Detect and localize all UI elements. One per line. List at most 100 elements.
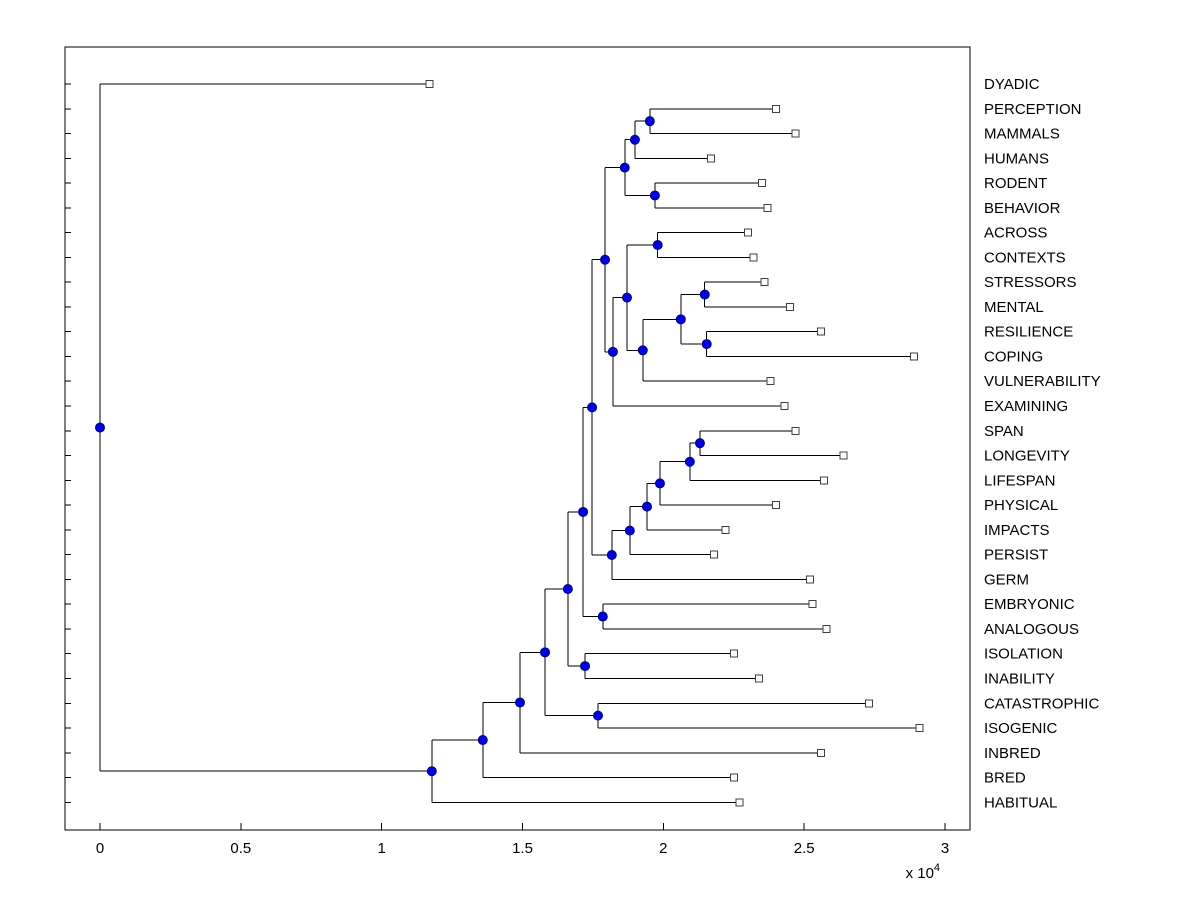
- leaf-tip-marker[interactable]: [721, 525, 730, 534]
- leaf-label[interactable]: CATASTROPHIC: [984, 695, 1099, 712]
- branch-node-dot[interactable]: [540, 647, 551, 658]
- branch-node-dot[interactable]: [701, 339, 712, 350]
- leaf-label[interactable]: HABITUAL: [984, 794, 1057, 811]
- leaf-tip-marker[interactable]: [808, 600, 817, 609]
- leaf-tip-marker[interactable]: [755, 674, 764, 683]
- x-axis-tick-label: 2.5: [794, 840, 815, 857]
- leaf-label[interactable]: BRED: [984, 770, 1026, 787]
- leaf-label[interactable]: PERSIST: [984, 547, 1048, 564]
- leaf-label[interactable]: STRESSORS: [984, 274, 1077, 291]
- leaf-label[interactable]: CONTEXTS: [984, 249, 1066, 266]
- branch-node-dot[interactable]: [597, 611, 608, 622]
- x-axis-tick-label: 1: [377, 840, 385, 857]
- leaf-label[interactable]: EMBRYONIC: [984, 596, 1075, 613]
- leaf-label[interactable]: GERM: [984, 571, 1029, 588]
- leaf-label[interactable]: BEHAVIOR: [984, 200, 1061, 217]
- leaf-label[interactable]: INABILITY: [984, 670, 1055, 687]
- leaf-label[interactable]: PERCEPTION: [984, 101, 1082, 118]
- leaf-tip-marker[interactable]: [743, 228, 752, 237]
- branch-node-dot[interactable]: [652, 240, 663, 251]
- x-axis-tick-label: 1.5: [512, 840, 533, 857]
- leaf-tip-marker[interactable]: [772, 501, 781, 510]
- leaf-tip-marker[interactable]: [817, 327, 826, 336]
- leaf-tip-marker[interactable]: [791, 129, 800, 138]
- branch-node-dot[interactable]: [514, 697, 525, 708]
- leaf-label[interactable]: ISOLATION: [984, 646, 1063, 663]
- leaf-label[interactable]: HUMANS: [984, 150, 1049, 167]
- leaf-tip-marker[interactable]: [819, 476, 828, 485]
- x-axis-tick-label: 2: [659, 840, 667, 857]
- leaf-tip-marker[interactable]: [425, 80, 434, 88]
- leaf-tip-marker[interactable]: [729, 649, 738, 658]
- axes-box: [64, 46, 971, 831]
- branch-node-dot[interactable]: [606, 550, 617, 561]
- leaf-label[interactable]: LIFESPAN: [984, 472, 1055, 489]
- leaf-label[interactable]: PHYSICAL: [984, 497, 1058, 514]
- branch-node-dot[interactable]: [600, 254, 611, 265]
- branch-node-dot[interactable]: [607, 346, 618, 357]
- branch-node-dot[interactable]: [675, 314, 686, 325]
- leaf-label[interactable]: MAMMALS: [984, 126, 1060, 143]
- branch-node-dot[interactable]: [426, 766, 437, 777]
- leaf-tip-marker[interactable]: [735, 798, 744, 807]
- leaf-label[interactable]: EXAMINING: [984, 398, 1068, 415]
- leaf-label[interactable]: ISOGENIC: [984, 720, 1058, 737]
- leaf-tip-marker[interactable]: [707, 154, 716, 163]
- leaf-tip-marker[interactable]: [786, 302, 795, 311]
- x-axis-tick-label: 0.5: [230, 840, 251, 857]
- leaf-tip-marker[interactable]: [757, 179, 766, 188]
- leaf-label[interactable]: IMPACTS: [984, 522, 1050, 539]
- branch-node-dot[interactable]: [699, 289, 710, 300]
- branch-node-dot[interactable]: [644, 116, 655, 127]
- branch-node-dot[interactable]: [95, 422, 105, 433]
- branch-node-dot[interactable]: [694, 438, 705, 449]
- leaf-tip-marker[interactable]: [780, 402, 789, 411]
- leaf-tip-marker[interactable]: [710, 550, 719, 559]
- leaf-tip-marker[interactable]: [749, 253, 758, 262]
- leaf-label[interactable]: DYADIC: [984, 76, 1040, 93]
- leaf-tip-marker[interactable]: [817, 748, 826, 757]
- branch-node-dot[interactable]: [580, 661, 591, 672]
- branch-node-dot[interactable]: [684, 456, 695, 467]
- branch-node-dot[interactable]: [619, 162, 630, 173]
- branch-node-dot[interactable]: [622, 292, 633, 303]
- leaf-tip-marker[interactable]: [772, 104, 781, 113]
- branch-node-dot[interactable]: [642, 501, 653, 512]
- leaf-label[interactable]: RODENT: [984, 175, 1047, 192]
- leaf-label[interactable]: RESILIENCE: [984, 324, 1073, 341]
- branch-node-dot[interactable]: [587, 402, 598, 413]
- leaf-tip-marker[interactable]: [760, 278, 769, 287]
- leaf-tip-marker[interactable]: [839, 451, 848, 460]
- x-axis-tick-label: 0: [96, 840, 104, 857]
- leaf-label[interactable]: ACROSS: [984, 225, 1047, 242]
- leaf-tip-marker[interactable]: [864, 699, 873, 708]
- leaf-label[interactable]: INBRED: [984, 745, 1041, 762]
- leaf-tip-marker[interactable]: [791, 426, 800, 435]
- branch-node-dot[interactable]: [637, 345, 648, 356]
- branch-node-dot[interactable]: [654, 478, 665, 489]
- branch-node-dot[interactable]: [578, 506, 589, 517]
- branch-node-dot[interactable]: [592, 710, 603, 721]
- leaf-tip-marker[interactable]: [729, 773, 738, 782]
- x-axis-tick-label: 3: [941, 840, 949, 857]
- branch-node-dot[interactable]: [649, 190, 660, 201]
- branch-node-dot[interactable]: [624, 525, 635, 536]
- leaf-label[interactable]: LONGEVITY: [984, 448, 1070, 465]
- leaf-tip-marker[interactable]: [766, 377, 775, 386]
- leaf-label[interactable]: COPING: [984, 348, 1043, 365]
- branch-node-dot[interactable]: [562, 584, 573, 595]
- leaf-tip-marker[interactable]: [822, 624, 831, 633]
- leaf-label[interactable]: VULNERABILITY: [984, 373, 1101, 390]
- leaf-tip-marker[interactable]: [763, 203, 772, 212]
- leaf-tip-marker[interactable]: [915, 724, 924, 733]
- leaf-label[interactable]: SPAN: [984, 423, 1024, 440]
- branch-node-dot[interactable]: [629, 134, 640, 145]
- leaf-tip-marker[interactable]: [910, 352, 919, 361]
- leaf-tip-marker[interactable]: [805, 575, 814, 584]
- branch-node-dot[interactable]: [477, 735, 488, 746]
- leaf-label[interactable]: MENTAL: [984, 299, 1044, 316]
- leaf-label[interactable]: ANALOGOUS: [984, 621, 1079, 638]
- x-axis-multiplier-label: x 104: [906, 862, 940, 882]
